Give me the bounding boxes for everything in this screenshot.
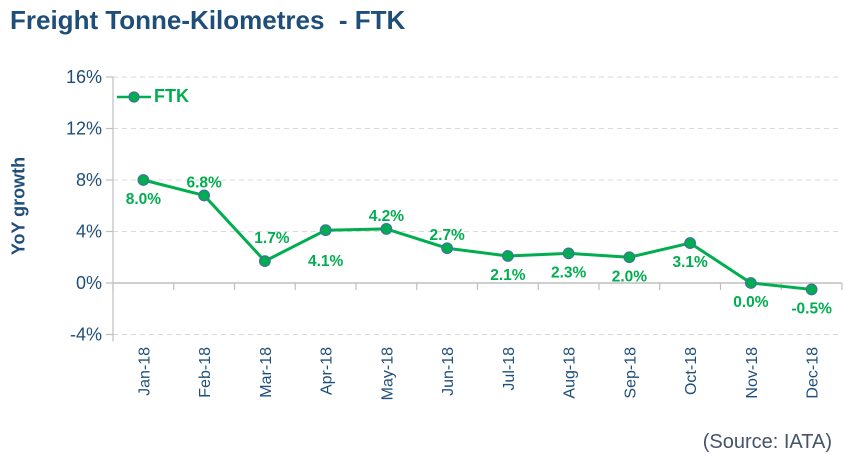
data-point-marker	[319, 224, 332, 237]
data-label: 4.2%	[369, 208, 405, 225]
data-point-marker	[137, 174, 150, 186]
x-axis-label: Jan-18	[136, 347, 153, 396]
y-tick-label: -4%	[70, 325, 102, 345]
data-point-marker	[258, 255, 271, 268]
data-point-marker	[684, 237, 697, 249]
source-note: (Source: IATA)	[702, 431, 832, 453]
data-point-marker	[805, 283, 818, 296]
x-axis-label: Dec-18	[805, 347, 822, 399]
x-axis-label: Oct-18	[683, 347, 700, 395]
data-point-marker	[562, 247, 575, 260]
data-point-marker	[501, 250, 514, 262]
legend-line-marker-icon	[117, 90, 151, 104]
x-axis-label: Sep-18	[622, 347, 639, 399]
data-label: -0.5%	[791, 300, 832, 317]
legend-label: FTK	[154, 86, 189, 106]
data-label: 8.0%	[126, 191, 162, 208]
data-label: 2.0%	[612, 268, 648, 285]
ftk-series-line	[141, 178, 814, 291]
y-tick-label: 0%	[76, 273, 102, 293]
x-axis-label: Aug-18	[562, 347, 579, 399]
x-axis-label: May-18	[379, 347, 396, 400]
data-point-marker	[198, 189, 211, 202]
data-label: 4.1%	[308, 253, 344, 270]
data-label: 2.1%	[490, 267, 526, 284]
chart-title: Freight Tonne-Kilometres - FTK	[10, 5, 406, 35]
y-tick-label: 16%	[66, 67, 102, 87]
y-tick-label: 4%	[76, 222, 102, 242]
y-tick-label: 8%	[76, 170, 102, 190]
x-axis-label: Nov-18	[744, 347, 761, 399]
data-point-marker	[744, 277, 757, 289]
data-label: 2.7%	[429, 227, 465, 244]
data-label: 3.1%	[672, 254, 708, 271]
legend: FTK	[117, 86, 189, 107]
data-label: 0.0%	[733, 294, 769, 311]
x-axis-label: Feb-18	[197, 347, 214, 398]
data-point-marker	[380, 223, 393, 235]
data-point-marker	[623, 251, 636, 264]
data-label: 6.8%	[186, 174, 222, 191]
x-axis-label: Jun-18	[440, 347, 457, 396]
data-point-marker	[441, 242, 454, 255]
data-label: 2.3%	[551, 264, 587, 281]
x-axis-label: Mar-18	[258, 347, 275, 398]
data-label: 1.7%	[254, 230, 290, 247]
x-axis-label: Apr-18	[319, 347, 336, 395]
x-axis-label: Jul-18	[501, 347, 518, 391]
y-tick-label: 12%	[66, 119, 102, 139]
